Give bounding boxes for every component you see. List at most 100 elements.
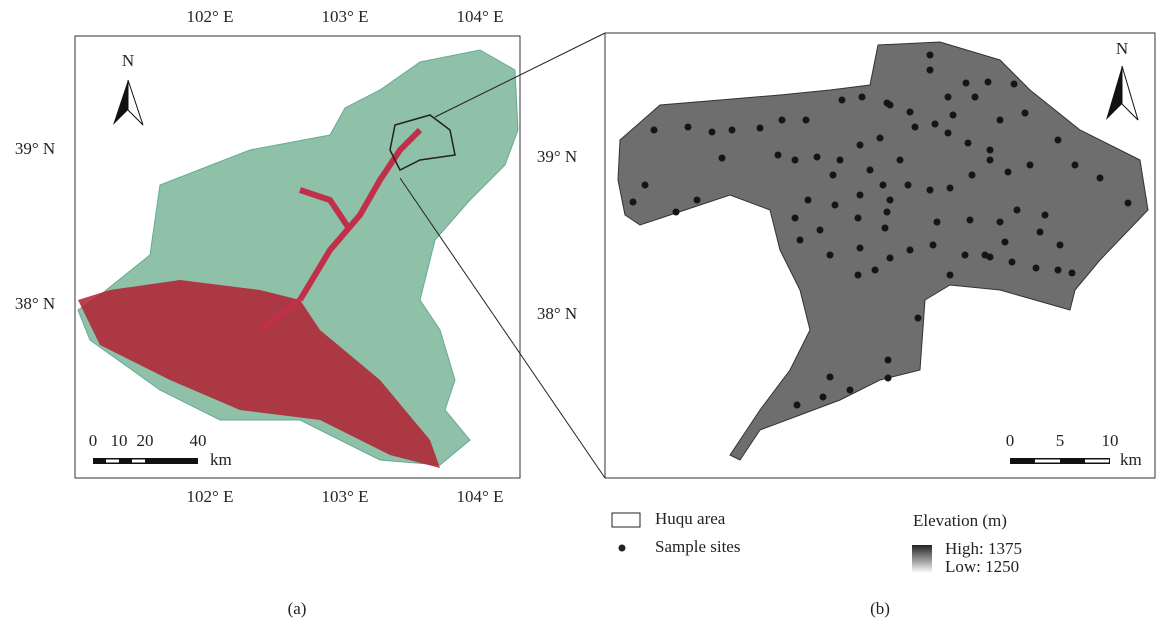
scale-bar: [1010, 458, 1110, 464]
sample-site: [1002, 239, 1009, 246]
sample-site: [642, 182, 649, 189]
latitude-label: 39° N: [15, 139, 55, 158]
sample-site: [855, 215, 862, 222]
sample-site: [882, 225, 889, 232]
longitude-label: 102° E: [187, 7, 234, 26]
sample-site: [757, 125, 764, 132]
scale-segment: [1085, 460, 1109, 463]
caption: (a): [288, 599, 307, 618]
scale-label: 10: [1102, 431, 1119, 450]
scale-unit: km: [210, 450, 232, 469]
sample-site: [915, 315, 922, 322]
sample-site: [709, 129, 716, 136]
sample-site: [685, 124, 692, 131]
sample-site: [884, 209, 891, 216]
sample-site: [827, 252, 834, 259]
legend-label: Sample sites: [655, 537, 740, 556]
sample-site: [947, 185, 954, 192]
sample-site: [792, 157, 799, 164]
scale-label: 20: [137, 431, 154, 450]
sample-site: [1055, 267, 1062, 274]
sample-site: [1022, 110, 1029, 117]
sample-site: [1125, 200, 1132, 207]
scale-label: 0: [89, 431, 98, 450]
sample-site: [945, 94, 952, 101]
sample-site: [855, 272, 862, 279]
latitude-label: 39° N: [537, 147, 577, 166]
scale-label: 5: [1056, 431, 1065, 450]
sample-site: [963, 80, 970, 87]
caption: (b): [870, 599, 890, 618]
sample-site: [1033, 265, 1040, 272]
north-label: N: [1116, 39, 1128, 58]
sample-site: [887, 197, 894, 204]
sample-site: [905, 182, 912, 189]
sample-site: [987, 147, 994, 154]
sample-site: [885, 375, 892, 382]
sample-site: [1027, 162, 1034, 169]
sample-site: [1042, 212, 1049, 219]
sample-site: [969, 172, 976, 179]
sample-site: [947, 272, 954, 279]
legend-title: Elevation (m): [913, 511, 1007, 530]
sample-site: [880, 182, 887, 189]
legend-label: High: 1375: [945, 539, 1022, 558]
sample-site: [877, 135, 884, 142]
scale-segment: [132, 460, 145, 463]
sample-site: [930, 242, 937, 249]
legend-label: Huqu area: [655, 509, 726, 528]
sample-site: [837, 157, 844, 164]
sample-site: [839, 97, 846, 104]
sample-site: [847, 387, 854, 394]
sample-site: [1037, 229, 1044, 236]
longitude-label: 104° E: [457, 7, 504, 26]
longitude-label: 103° E: [322, 7, 369, 26]
sample-site: [775, 152, 782, 159]
sample-site: [1057, 242, 1064, 249]
sample-site: [912, 124, 919, 131]
sample-site: [965, 140, 972, 147]
sample-site: [1097, 175, 1104, 182]
sample-site: [719, 155, 726, 162]
sample-site: [934, 219, 941, 226]
sample-site: [792, 215, 799, 222]
sample-site: [987, 254, 994, 261]
sample-site: [1011, 81, 1018, 88]
sample-site: [857, 245, 864, 252]
longitude-label: 104° E: [457, 487, 504, 506]
sample-site: [997, 219, 1004, 226]
legend-area-swatch: [612, 513, 640, 527]
longitude-label: 103° E: [322, 487, 369, 506]
sample-site: [887, 102, 894, 109]
sample-site: [779, 117, 786, 124]
page: {"panel_a": {"north": "N", "top_labels":…: [0, 0, 1164, 626]
sample-site: [927, 52, 934, 59]
sample-site: [832, 202, 839, 209]
scale-label: 10: [111, 431, 128, 450]
legend-elevation-ramp: [912, 545, 932, 573]
sample-site: [907, 109, 914, 116]
sample-site: [867, 167, 874, 174]
legend-label: Low: 1250: [945, 557, 1019, 576]
sample-site: [830, 172, 837, 179]
sample-site: [1055, 137, 1062, 144]
sample-site: [817, 227, 824, 234]
sample-site: [820, 394, 827, 401]
sample-site: [950, 112, 957, 119]
sample-site: [673, 209, 680, 216]
scale-segment: [106, 460, 119, 463]
sample-site: [803, 117, 810, 124]
sample-site: [1014, 207, 1021, 214]
scale-label: 40: [190, 431, 207, 450]
sample-site: [997, 117, 1004, 124]
sample-site: [927, 67, 934, 74]
sample-site: [794, 402, 801, 409]
scale-label: 0: [1006, 431, 1015, 450]
sample-site: [827, 374, 834, 381]
sample-site: [897, 157, 904, 164]
sample-site: [887, 255, 894, 262]
sample-site: [630, 199, 637, 206]
scale-bar: [93, 458, 198, 464]
sample-site: [945, 130, 952, 137]
sample-site: [962, 252, 969, 259]
